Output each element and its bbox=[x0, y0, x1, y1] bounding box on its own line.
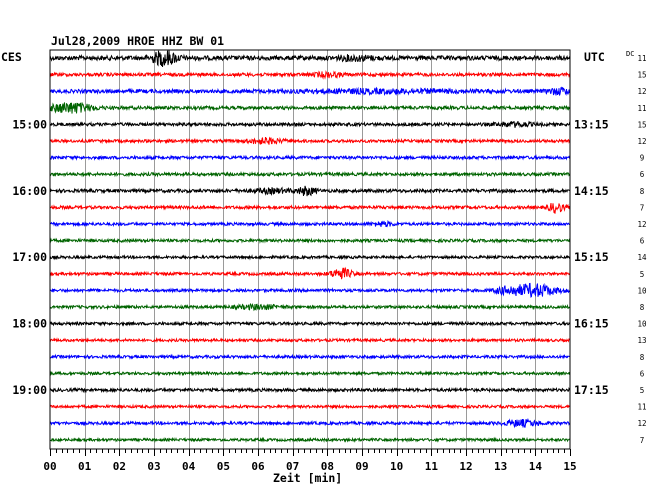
x-tick-label: 14 bbox=[529, 460, 543, 473]
seismogram-trace bbox=[49, 136, 571, 145]
seismogram-trace bbox=[49, 50, 571, 67]
seismogram-trace bbox=[49, 353, 571, 361]
seismogram-trace bbox=[49, 282, 571, 298]
dc-offset-label: 12 bbox=[637, 137, 646, 146]
x-tick-label: 03 bbox=[147, 460, 160, 473]
dc-offset-label: 8 bbox=[640, 187, 645, 196]
seismogram-trace bbox=[49, 154, 571, 162]
left-hour-label: 15:00 bbox=[12, 117, 47, 131]
dc-offset-label: 7 bbox=[640, 203, 645, 212]
seismogram-trace bbox=[49, 386, 571, 394]
x-tick-label: 04 bbox=[182, 460, 196, 473]
right-hour-label: 13:15 bbox=[574, 117, 609, 131]
seismogram-trace bbox=[49, 370, 571, 377]
seismogram-trace bbox=[49, 254, 571, 261]
seismogram-trace bbox=[49, 266, 571, 280]
x-tick-label: 12 bbox=[459, 460, 472, 473]
seismogram-trace bbox=[49, 320, 571, 327]
dc-offset-label: 10 bbox=[637, 286, 647, 295]
left-hour-label: 17:00 bbox=[12, 250, 47, 264]
x-tick-label: 10 bbox=[390, 460, 403, 473]
dc-offset-label: 6 bbox=[640, 237, 645, 246]
x-tick-label: 09 bbox=[355, 460, 368, 473]
dc-offset-label: 6 bbox=[640, 170, 645, 179]
right-hour-label: 16:15 bbox=[574, 317, 609, 331]
seismogram-trace bbox=[49, 185, 571, 197]
dc-offset-label: 5 bbox=[640, 386, 645, 395]
dc-offset-label: 11 bbox=[637, 54, 646, 63]
left-hour-label: 18:00 bbox=[12, 317, 47, 331]
dc-offset-label: 7 bbox=[640, 436, 645, 445]
x-tick-label: 06 bbox=[251, 460, 265, 473]
axis-labels: 00 01 02 03 04 05 06 07 08 09 10 11 12 13 14 15 15:00 16:… bbox=[12, 54, 647, 473]
seismogram-trace bbox=[49, 170, 571, 178]
dc-offset-label: 9 bbox=[640, 154, 645, 163]
dc-offset-label: 11 bbox=[637, 403, 646, 412]
x-tick-label: 02 bbox=[113, 460, 126, 473]
left-timezone-label: CES bbox=[1, 50, 22, 64]
dc-offset-label: 12 bbox=[637, 220, 646, 229]
seismogram-trace bbox=[49, 237, 571, 244]
seismogram-trace bbox=[49, 436, 571, 444]
right-hour-label: 15:15 bbox=[574, 250, 609, 264]
dc-offset-label: 12 bbox=[637, 87, 646, 96]
x-tick-label: 11 bbox=[425, 460, 439, 473]
x-tick-label: 05 bbox=[217, 460, 230, 473]
dc-offset-label: 13 bbox=[637, 336, 646, 345]
chart-title: Jul28,2009 HROE HHZ BW 01 bbox=[51, 34, 224, 48]
seismogram-trace bbox=[49, 417, 571, 429]
dc-offset-label: 8 bbox=[640, 353, 645, 362]
grid-lines bbox=[50, 50, 571, 456]
x-tick-label: 08 bbox=[321, 460, 334, 473]
seismogram-trace bbox=[49, 403, 571, 410]
x-tick-label: 15 bbox=[563, 460, 576, 473]
x-tick-label: 00 bbox=[43, 460, 56, 473]
seismogram-traces bbox=[49, 50, 571, 444]
seismogram-trace bbox=[49, 86, 571, 97]
seismogram-trace bbox=[49, 102, 571, 114]
dc-offset-label: 8 bbox=[640, 303, 645, 312]
right-hour-label: 14:15 bbox=[574, 184, 609, 198]
right-timezone-label: UTC bbox=[584, 50, 605, 64]
seismogram-trace bbox=[49, 120, 571, 129]
dc-offset-label: 11 bbox=[637, 104, 646, 113]
left-hour-label: 16:00 bbox=[12, 184, 47, 198]
plot-frame bbox=[49, 49, 571, 450]
seismogram-trace bbox=[49, 203, 571, 214]
dc-offset-label: 14 bbox=[637, 253, 647, 262]
dc-offset-label: 15 bbox=[637, 71, 646, 80]
x-tick-label: 01 bbox=[78, 460, 92, 473]
x-tick-label: 13 bbox=[494, 460, 507, 473]
x-axis-label: Zeit [min] bbox=[273, 471, 342, 485]
seismogram-trace bbox=[49, 69, 571, 80]
seismogram-trace bbox=[49, 219, 571, 228]
dc-offset-label: 6 bbox=[640, 369, 645, 378]
x-tick-label: 07 bbox=[286, 460, 299, 473]
right-hour-label: 17:15 bbox=[574, 383, 609, 397]
dc-offset-label: 10 bbox=[637, 320, 647, 329]
left-hour-label: 19:00 bbox=[12, 383, 47, 397]
dc-offset-label: 12 bbox=[637, 419, 646, 428]
dc-offset-label: 5 bbox=[640, 270, 645, 279]
dc-offset-label: 15 bbox=[637, 120, 646, 129]
seismogram-trace bbox=[49, 302, 571, 312]
dc-header-label: DC bbox=[626, 50, 634, 58]
seismogram-trace bbox=[49, 336, 571, 344]
